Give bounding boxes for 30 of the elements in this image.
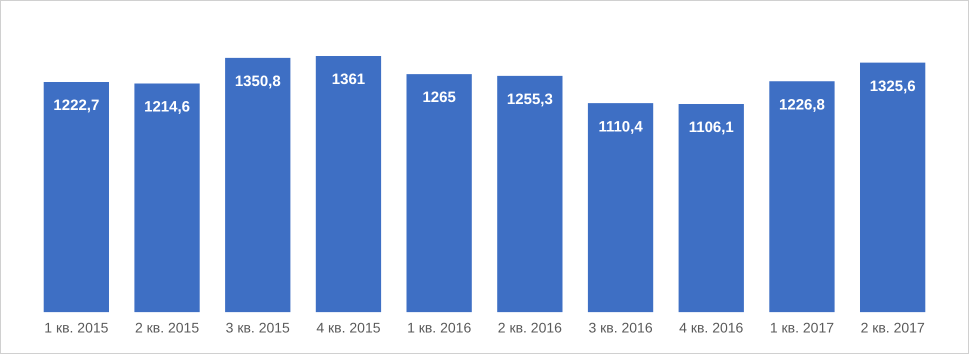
x-tick-label: 3 кв. 2016 [588,319,653,336]
bar [225,58,290,312]
data-label: 1350,8 [234,73,281,90]
data-label: 1325,6 [870,78,916,95]
bar [678,104,744,312]
data-label: 1222,7 [53,97,100,114]
bar [860,62,926,312]
bar [588,103,654,312]
x-tick-label: 4 кв. 2015 [316,319,381,336]
x-tick-label: 2 кв. 2015 [134,319,200,336]
x-tick-label: 4 кв. 2016 [679,319,744,336]
data-label: 1226,8 [779,96,825,114]
x-tick-label: 1 кв. 2016 [407,319,472,336]
x-tick-label: 1 кв. 2015 [44,319,109,336]
x-tick-label: 2 кв. 2017 [860,319,925,336]
bar [769,81,835,312]
bar [44,82,109,312]
data-label: 1255,3 [506,91,553,108]
x-tick-label: 2 кв. 2016 [498,319,562,336]
bar [134,84,200,312]
bar [316,56,382,312]
data-label: 1110,4 [598,118,644,136]
data-label: 1106,1 [688,119,734,136]
x-tick-label: 1 кв. 2017 [770,319,834,336]
data-label: 1265 [422,89,456,106]
bar [497,76,562,312]
bar [406,74,472,312]
data-label: 1214,6 [144,98,190,116]
x-tick-label: 3 кв. 2015 [226,319,290,336]
data-label: 1361 [332,71,366,88]
